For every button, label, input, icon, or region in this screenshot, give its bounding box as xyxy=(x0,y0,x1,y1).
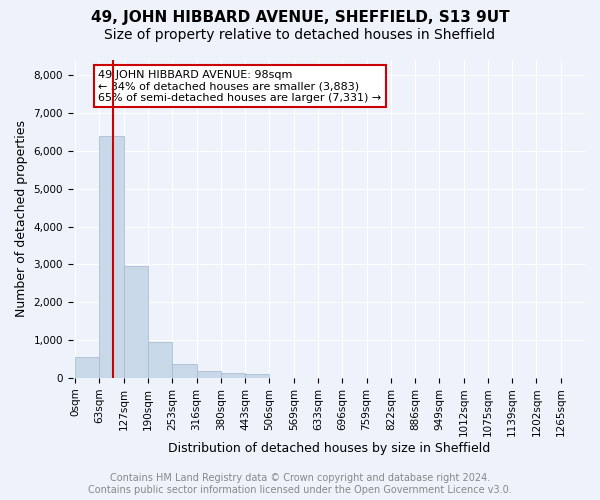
Y-axis label: Number of detached properties: Number of detached properties xyxy=(15,120,28,318)
Text: 49 JOHN HIBBARD AVENUE: 98sqm
← 34% of detached houses are smaller (3,883)
65% o: 49 JOHN HIBBARD AVENUE: 98sqm ← 34% of d… xyxy=(98,70,382,102)
Bar xyxy=(172,364,197,378)
Bar xyxy=(100,136,124,378)
Bar xyxy=(75,357,100,378)
Bar xyxy=(197,372,221,378)
Bar xyxy=(221,374,245,378)
Text: Size of property relative to detached houses in Sheffield: Size of property relative to detached ho… xyxy=(104,28,496,42)
Text: 49, JOHN HIBBARD AVENUE, SHEFFIELD, S13 9UT: 49, JOHN HIBBARD AVENUE, SHEFFIELD, S13 … xyxy=(91,10,509,25)
Bar xyxy=(245,374,269,378)
Bar xyxy=(124,266,148,378)
X-axis label: Distribution of detached houses by size in Sheffield: Distribution of detached houses by size … xyxy=(168,442,490,455)
Text: Contains HM Land Registry data © Crown copyright and database right 2024.
Contai: Contains HM Land Registry data © Crown c… xyxy=(88,474,512,495)
Bar xyxy=(148,342,172,378)
